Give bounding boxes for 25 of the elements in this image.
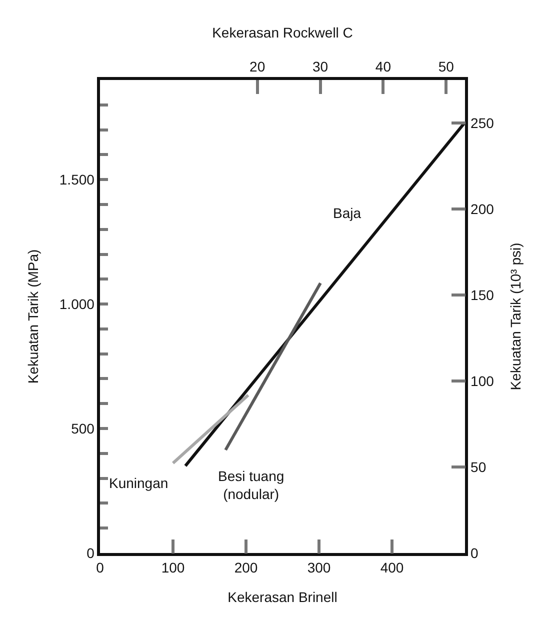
series-label: Kuningan [109, 475, 168, 491]
x-axis-title: Kekerasan Brinell [228, 588, 338, 605]
x2-axis-title: Kekerasan Rockwell C [212, 24, 353, 40]
y2-tick-label: 250 [470, 114, 494, 131]
y-tick-label: 1.000 [59, 296, 95, 312]
series-label: Baja [333, 205, 362, 221]
y2-tick-label: 100 [470, 372, 494, 389]
x2-tick-label: 40 [375, 58, 392, 75]
y-tick-label: 1.500 [59, 171, 95, 188]
y2-tick-label: 150 [470, 286, 494, 303]
y-tick-label: 500 [71, 420, 95, 436]
x-tick-label: 400 [380, 560, 404, 576]
y2-axis-title: Kekuatan Tarik (10³ psi) [507, 242, 524, 390]
y2-tick-label: 200 [470, 200, 494, 217]
y-axis-title: Kekuatan Tarik (MPa) [25, 249, 42, 384]
y2-tick-label: 0 [470, 544, 479, 561]
x-tick-label: 200 [234, 560, 258, 576]
y2-tick-label: 50 [470, 458, 486, 475]
x-tick-label: 300 [307, 560, 331, 576]
y-tick-label: 0 [86, 544, 95, 561]
x2-tick-label: 50 [438, 58, 454, 75]
series-label: Besi tuang (nodular) [218, 468, 284, 502]
x-tick-label: 100 [161, 560, 185, 576]
x2-tick-label: 20 [250, 58, 266, 75]
x2-tick-label: 30 [312, 58, 328, 75]
